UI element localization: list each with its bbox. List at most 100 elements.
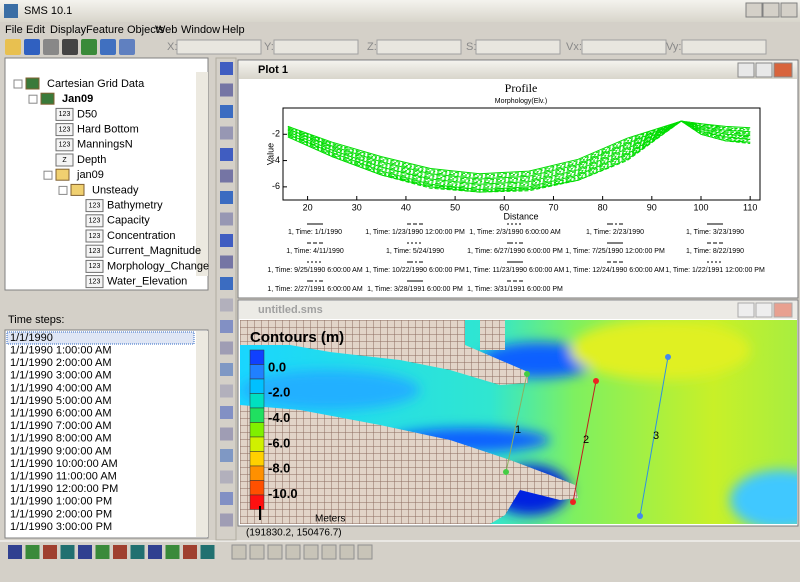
menu-item[interactable]: Feature Objects <box>86 24 165 36</box>
expander[interactable] <box>28 94 38 104</box>
tool-icon[interactable] <box>220 234 233 247</box>
tree-label[interactable]: D50 <box>77 108 97 120</box>
tool-icon[interactable] <box>220 449 233 462</box>
menu-item[interactable]: Help <box>222 24 245 36</box>
tool-button[interactable] <box>24 39 40 55</box>
coordinate-field[interactable] <box>376 39 462 55</box>
time-step[interactable]: 1/1/1990 5:00:00 AM <box>10 395 112 407</box>
tree-label[interactable]: Hard Bottom <box>77 124 139 136</box>
tool-icon[interactable] <box>220 277 233 290</box>
tool-icon[interactable] <box>220 83 233 97</box>
map-maximize[interactable] <box>755 302 773 318</box>
tool-button[interactable] <box>81 39 97 55</box>
time-step[interactable]: 1/1/1990 1:00:00 PM <box>10 496 112 508</box>
tool-button[interactable] <box>62 39 78 55</box>
maximize-button[interactable] <box>762 2 780 18</box>
action-button[interactable] <box>267 544 283 560</box>
tree-label[interactable]: Depth <box>77 154 106 166</box>
module-button[interactable] <box>8 545 22 559</box>
action-button[interactable] <box>357 544 373 560</box>
module-button[interactable] <box>148 545 162 559</box>
tree-label[interactable]: Morphology_Change <box>107 260 209 272</box>
tool-button[interactable] <box>5 39 21 55</box>
tool-icon[interactable] <box>220 492 233 505</box>
coordinate-field[interactable] <box>681 39 767 55</box>
menu-item[interactable]: Edit <box>26 24 45 36</box>
coordinate-field[interactable] <box>581 39 667 55</box>
time-step[interactable]: 1/1/1990 2:00:00 AM <box>10 357 112 369</box>
arc-2[interactable] <box>572 380 597 503</box>
tool-icon[interactable] <box>220 298 233 312</box>
tree-label[interactable]: ManningsN <box>77 139 133 151</box>
tree-label[interactable]: Jan09 <box>62 93 93 105</box>
arc-1[interactable] <box>505 373 528 473</box>
map-close[interactable] <box>773 302 793 318</box>
coordinate-field[interactable] <box>475 39 561 55</box>
action-button[interactable] <box>249 544 265 560</box>
window-controls[interactable] <box>745 2 798 18</box>
module-button[interactable] <box>200 545 215 559</box>
module-button[interactable] <box>60 545 75 559</box>
map-minimize[interactable] <box>737 302 755 318</box>
module-button[interactable] <box>43 545 57 559</box>
action-button[interactable] <box>285 544 301 560</box>
menu-item[interactable]: Display <box>50 24 87 36</box>
coordinate-field[interactable] <box>176 39 262 55</box>
tool-icon[interactable] <box>220 513 233 527</box>
time-step[interactable]: 1/1/1990 7:00:00 AM <box>10 420 112 432</box>
module-button[interactable] <box>25 545 40 559</box>
close-button[interactable] <box>780 2 798 18</box>
tree-label[interactable]: Capacity <box>107 215 150 227</box>
tree-label[interactable]: Unsteady <box>92 184 139 196</box>
tool-buttons[interactable] <box>220 62 233 527</box>
action-button[interactable] <box>231 544 247 560</box>
menu-item[interactable]: Web <box>155 24 177 36</box>
plot-close[interactable] <box>773 62 793 78</box>
expander[interactable] <box>43 170 53 180</box>
expander[interactable] <box>13 79 23 89</box>
tool-button[interactable] <box>100 39 116 55</box>
module-button[interactable] <box>95 545 110 559</box>
tool-icon[interactable] <box>220 470 233 484</box>
time-step[interactable]: 1/1/1990 2:00:00 PM <box>10 508 112 520</box>
time-step[interactable]: 1/1/1990 9:00:00 AM <box>10 445 112 457</box>
tool-icon[interactable] <box>220 212 233 226</box>
tree-scrollbar[interactable] <box>196 72 208 276</box>
tool-icon[interactable] <box>220 148 233 161</box>
menu-item[interactable]: File <box>5 24 23 36</box>
tool-icon[interactable] <box>220 406 233 419</box>
tool-icon[interactable] <box>220 126 233 140</box>
tool-icon[interactable] <box>220 384 233 398</box>
tree-label[interactable]: Water_Elevation <box>107 276 187 288</box>
map-view[interactable]: 1 2 3 Contours (m) 0.0 -2.0 -4.0 -6.0 -8.0 -1… <box>240 320 800 530</box>
action-button[interactable] <box>339 544 355 560</box>
module-button[interactable] <box>113 545 127 559</box>
tree-label[interactable]: jan09 <box>76 169 104 181</box>
action-button[interactable] <box>321 544 337 560</box>
tool-icon[interactable] <box>220 169 233 183</box>
time-step[interactable]: 1/1/1990 11:00:00 AM <box>10 471 117 483</box>
action-button[interactable] <box>303 544 319 560</box>
tool-icon[interactable] <box>220 427 233 441</box>
time-step[interactable]: 1/1/1990 3:00:00 AM <box>10 370 112 382</box>
module-toolbar[interactable] <box>8 544 373 560</box>
expander[interactable] <box>58 185 68 195</box>
module-button[interactable] <box>78 545 92 559</box>
tool-icon[interactable] <box>220 105 233 118</box>
time-step[interactable]: 1/1/1990 <box>10 332 53 344</box>
menu-item[interactable]: Window <box>181 24 220 36</box>
coordinate-field[interactable] <box>273 39 359 55</box>
time-step[interactable]: 1/1/1990 6:00:00 AM <box>10 408 112 420</box>
tree-label[interactable]: Cartesian Grid Data <box>47 78 145 90</box>
tool-icon[interactable] <box>220 62 233 75</box>
tool-button[interactable] <box>43 39 59 55</box>
tree-label[interactable]: Current_Magnitude <box>107 245 201 257</box>
tool-icon[interactable] <box>220 255 233 269</box>
tool-icon[interactable] <box>220 341 233 355</box>
plot-minimize[interactable] <box>737 62 755 78</box>
time-step[interactable]: 1/1/1990 8:00:00 AM <box>10 433 112 445</box>
tool-icon[interactable] <box>220 320 233 333</box>
time-step[interactable]: 1/1/1990 10:00:00 AM <box>10 458 118 470</box>
tool-button[interactable] <box>119 39 135 55</box>
tree-label[interactable]: Concentration <box>107 230 176 242</box>
